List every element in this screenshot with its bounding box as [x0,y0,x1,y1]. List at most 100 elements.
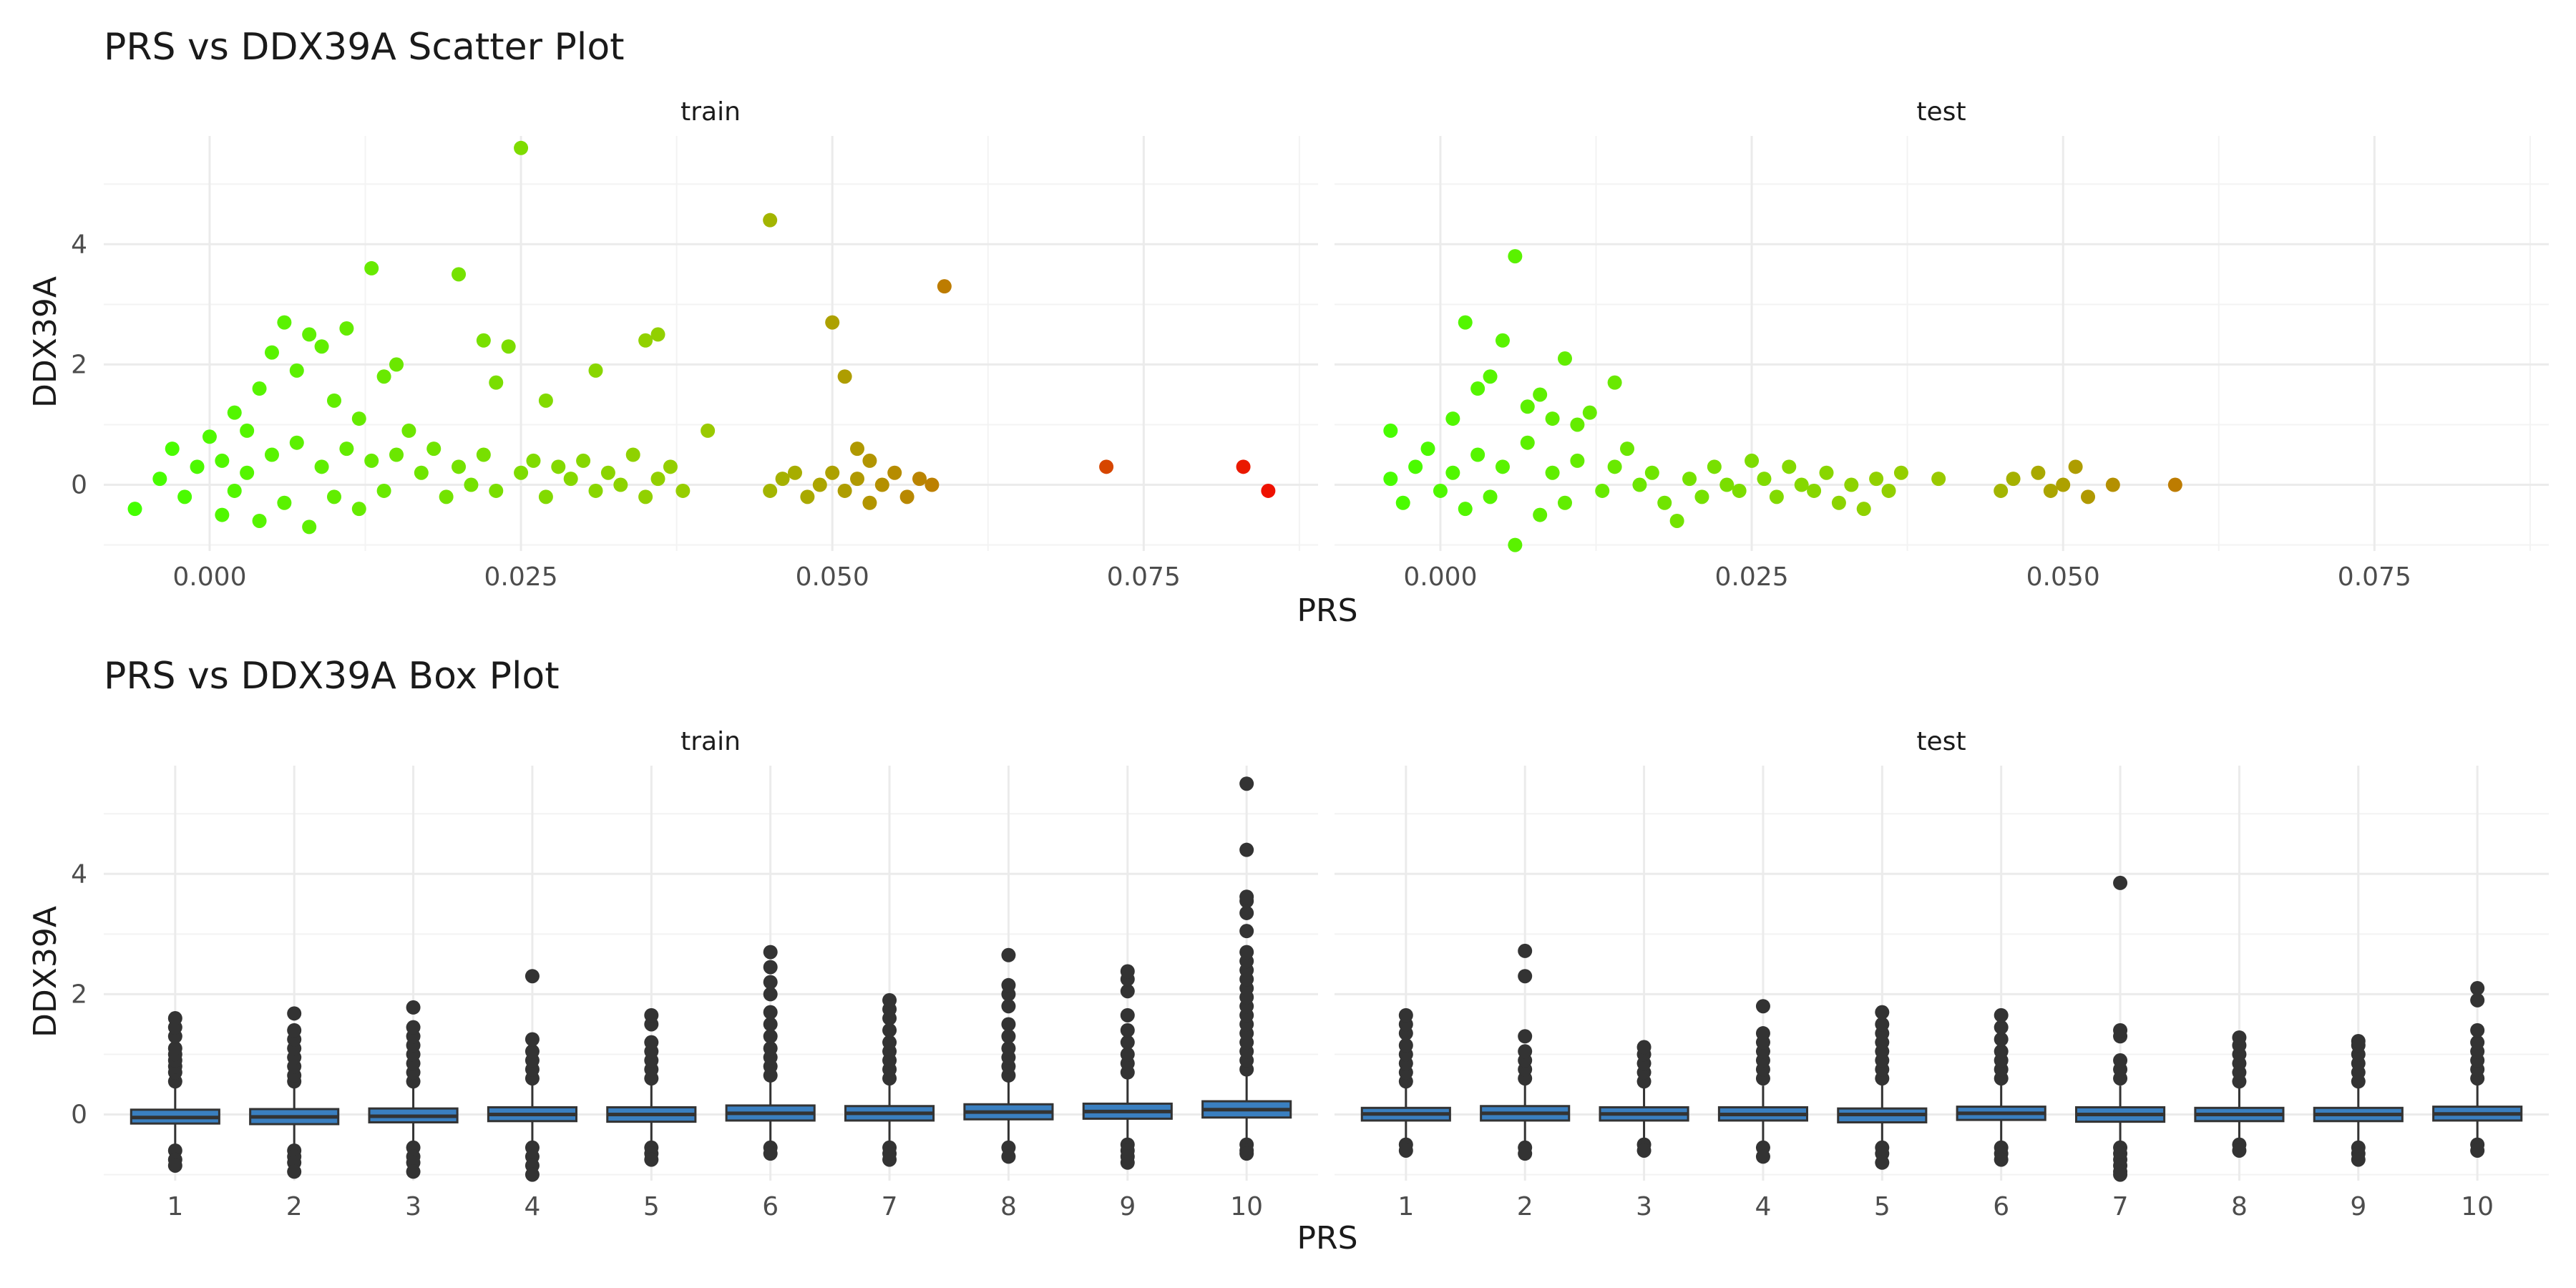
scatter-point [837,369,852,384]
box-outlier-point [2351,1033,2366,1048]
scatter-point [1769,489,1784,504]
x-tick-label: 0.025 [1715,562,1789,592]
scatter-point [240,465,255,480]
box-outlier-point [1120,1047,1135,1062]
scatter-point [1794,477,1809,492]
scatter-point [264,447,279,462]
scatter-point [190,459,205,474]
box-outlier-point [525,969,540,984]
x-tick-label: 8 [1000,1192,1017,1221]
box-outlier-point [1755,1149,1770,1164]
x-tick-label: 0.000 [172,562,246,592]
scatter-point [1869,472,1884,487]
y-tick-label: 2 [71,980,87,1009]
scatter-point [1533,387,1548,402]
scatter-point [576,453,591,468]
scatter-point [439,489,454,504]
scatter-point [1607,375,1622,390]
box-outlier-point [1239,889,1254,904]
box-outlier-point [1239,842,1254,857]
scatter-point [227,483,242,498]
scatter-point [1557,351,1572,366]
box-outlier-point [1001,977,1016,992]
box-outlier-point [1994,1032,2009,1047]
x-tick-label: 3 [405,1192,421,1221]
scatter-point [1757,472,1772,487]
scatter-point [252,381,267,396]
scatter-point [1099,459,1114,474]
scatter-point [1458,315,1473,330]
scatter-point [489,375,504,390]
scatter-point [1420,441,1435,457]
box-outlier-point [2470,1023,2485,1038]
box-y-axis-title: DDX39A [27,906,64,1038]
box-outlier-point [1120,1155,1135,1170]
box-outlier-point [287,1164,302,1179]
scatter-point [1669,513,1684,528]
x-tick-label: 6 [1993,1192,2009,1221]
scatter-point [152,472,167,487]
scatter-point [862,453,877,468]
x-tick-label: 0.075 [1107,562,1181,592]
scatter-point [1807,483,1822,498]
box-outlier-point [1120,964,1135,979]
scatter-point [1582,405,1597,420]
box-outlier-point [1120,984,1135,999]
scatter-point [663,459,678,474]
scatter-point [1732,483,1747,498]
scatter-point [1408,459,1423,474]
scatter-point [314,459,329,474]
scatter-point [887,465,902,480]
scatter-point [1508,537,1523,552]
box-outlier-point [2232,1030,2247,1045]
scatter-point [1881,483,1896,498]
scatter-point [1445,465,1460,480]
box-outlier-point [1001,1041,1016,1056]
scatter-point [1520,435,1535,450]
x-tick-label: 5 [643,1192,660,1221]
x-tick-label: 9 [2350,1192,2366,1221]
box-outlier-point [644,1152,659,1167]
scatter-point [1433,483,1448,498]
scatter-point [464,477,479,492]
box-outlier-point [1875,1155,1890,1170]
box-outlier-point [1001,947,1016,962]
scatter-point [2056,477,2071,492]
scatter-point [800,489,815,504]
box-outlier-point [763,975,778,990]
box-outlier-point [1636,1040,1652,1055]
box-outlier-point [763,1017,778,1032]
x-tick-label: 8 [2231,1192,2248,1221]
box-outlier-point [406,1000,421,1015]
scatter-point [289,435,304,450]
scatter-point [1632,477,1647,492]
scatter-point [1557,495,1572,510]
scatter-point [177,489,192,504]
scatter-point [376,369,391,384]
scatter-point [787,465,802,480]
box-outlier-point [2470,981,2485,996]
scatter-point [514,140,529,155]
box-outlier-point [167,1158,182,1173]
scatter-point [2081,489,2096,504]
scatter-point [825,465,840,480]
y-tick-label: 0 [71,1101,87,1130]
scatter-point [600,465,615,480]
scatter-point [1545,465,1560,480]
box-outlier-point [882,1152,897,1167]
scatter-point [613,477,628,492]
scatter-point [1570,417,1585,432]
scatter-point [650,472,665,487]
scatter-point [1483,369,1498,384]
x-tick-label: 0.050 [796,562,869,592]
box-panel-test: 1 2 3 4 5 6 7 8 9 10 [1335,766,2549,1221]
box-outlier-point [1239,945,1254,960]
scatter-point [326,393,341,408]
scatter-point [289,363,304,378]
x-tick-label: 0.075 [2338,562,2411,592]
x-tick-label: 1 [167,1192,183,1221]
scatter-point [825,315,840,330]
box-outlier-point [1518,969,1533,984]
scatter-point [326,489,341,504]
